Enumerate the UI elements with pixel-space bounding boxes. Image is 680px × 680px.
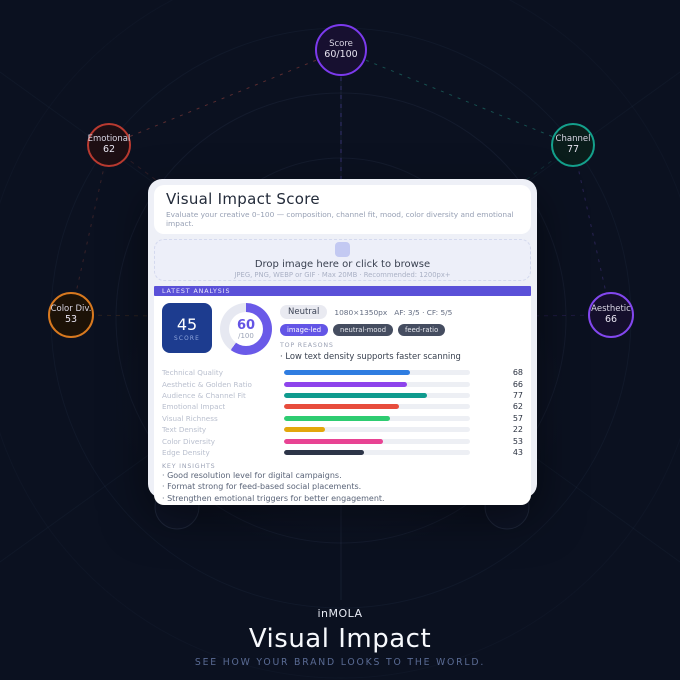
- score-tile-value: 45: [176, 314, 198, 334]
- mood-badge: Neutral: [280, 305, 328, 319]
- insight-item: · Good resolution level for digital camp…: [162, 471, 342, 481]
- score-donut: 60 /100: [220, 303, 272, 355]
- card-header: Visual Impact Score Evaluate your creati…: [154, 185, 531, 234]
- dropzone-hint: JPEG, PNG, WEBP or GIF · Max 20MB · Reco…: [234, 270, 451, 279]
- color-diversity-node-value: 53: [64, 314, 78, 326]
- score-node: Score 60/100: [315, 24, 367, 76]
- insight-item: · Strengthen emotional triggers for bett…: [162, 493, 385, 503]
- aesthetic-node-value: 66: [604, 314, 618, 326]
- metric-row: Visual Richness 57: [162, 413, 523, 423]
- metric-row: Text Density 22: [162, 425, 523, 435]
- score-node-value: 60/100: [324, 49, 358, 61]
- image-placeholder-icon: [335, 241, 350, 257]
- emotional-node: Emotional 62: [87, 123, 131, 167]
- visual-impact-card: Visual Impact Score Evaluate your creati…: [148, 179, 537, 505]
- aesthetic-node-label: Aesthetic: [591, 303, 631, 314]
- metric-row: Technical Quality 68: [162, 368, 523, 378]
- channel-node-label: Channel: [555, 133, 591, 144]
- score-node-label: Score: [329, 38, 353, 49]
- brand-name: inMOLA: [317, 607, 363, 620]
- fit-scores: AF: 3/5 · CF: 5/5: [394, 307, 453, 317]
- top-reason-item: · Low text density supports faster scann…: [280, 351, 461, 361]
- analysis-panel: 45 SCORE 60 /100 Neutral 1080×1350px AF:…: [154, 296, 531, 505]
- metric-row: Aesthetic & Golden Ratio 66: [162, 379, 523, 389]
- aesthetic-node: Aesthetic 66: [588, 292, 634, 338]
- dropzone-label: Drop image here or click to browse: [254, 258, 431, 270]
- metric-row: Emotional Impact 62: [162, 402, 523, 412]
- donut-value: 60: [236, 317, 256, 333]
- top-reasons-label: TOP REASONS: [280, 342, 334, 349]
- tag-image-led: image-led: [280, 324, 329, 336]
- hero-title: Visual Impact: [248, 624, 432, 654]
- metric-row: Audience & Channel Fit 77: [162, 390, 523, 400]
- emotional-node-value: 62: [102, 144, 116, 156]
- metric-row: Color Diversity 53: [162, 436, 523, 446]
- tag-neutral-mood: neutral-mood: [333, 324, 394, 336]
- analysis-stats: Neutral 1080×1350px AF: 3/5 · CF: 5/5 im…: [280, 303, 523, 361]
- key-insights: KEY INSIGHTS · Good resolution level for…: [162, 463, 523, 504]
- color-diversity-node: Color Div. 53: [48, 292, 94, 338]
- channel-node: Channel 77: [551, 123, 595, 167]
- metrics-list: Technical Quality 68 Aesthetic & Golden …: [162, 367, 523, 458]
- score-tile: 45 SCORE: [162, 303, 212, 353]
- emotional-node-label: Emotional: [87, 133, 131, 144]
- insight-item: · Format strong for feed-based social pl…: [162, 482, 362, 492]
- color-diversity-node-label: Color Div.: [50, 303, 92, 314]
- tag-feed-ratio: feed-ratio: [398, 324, 446, 336]
- image-dropzone[interactable]: Drop image here or click to browse JPEG,…: [154, 239, 531, 281]
- channel-node-value: 77: [566, 144, 580, 156]
- key-insights-label: KEY INSIGHTS: [162, 463, 216, 471]
- card-subtitle: Evaluate your creative 0–100 — compositi…: [166, 210, 514, 228]
- latest-analysis-bar: LATEST ANALYSIS: [154, 286, 531, 296]
- hero-tagline: SEE HOW YOUR BRAND LOOKS TO THE WORLD.: [194, 657, 486, 668]
- image-dimensions: 1080×1350px: [334, 307, 388, 317]
- latest-analysis-label: LATEST ANALYSIS: [162, 287, 231, 295]
- score-tile-label: SCORE: [174, 335, 200, 342]
- card-title: Visual Impact Score: [166, 190, 320, 208]
- metric-row: Edge Density 43: [162, 447, 523, 457]
- donut-max: /100: [238, 331, 254, 340]
